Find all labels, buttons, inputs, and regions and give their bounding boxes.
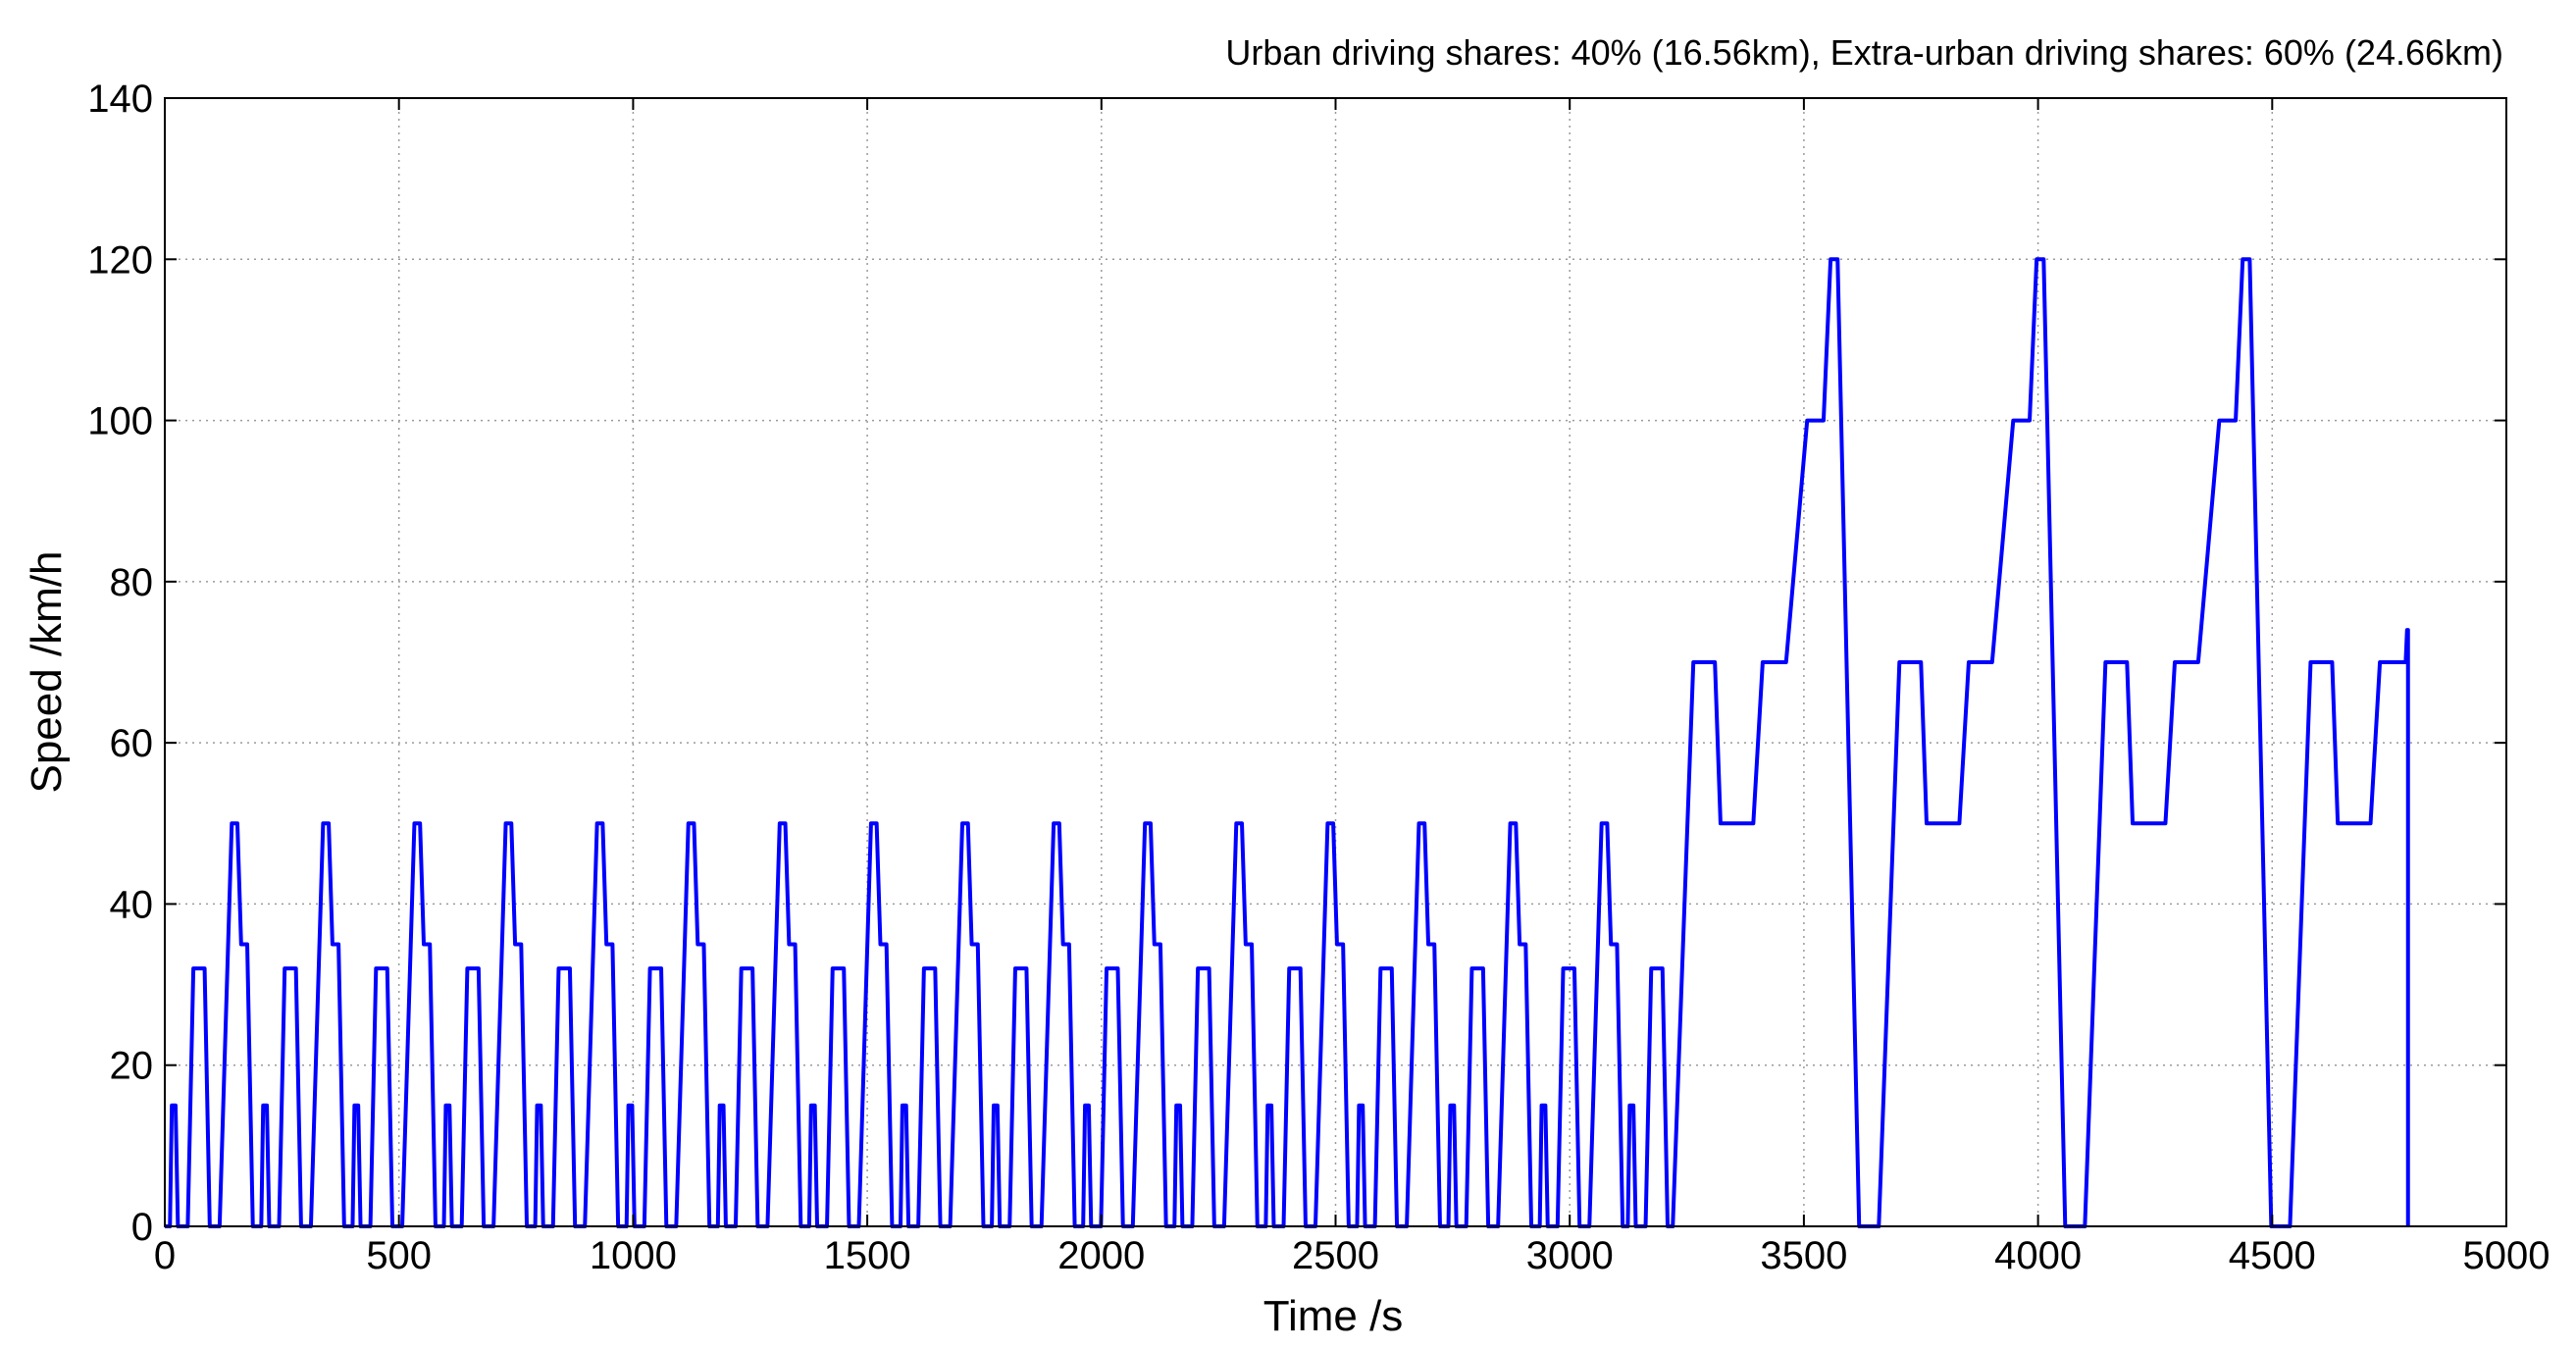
y-tick-label: 20 (110, 1045, 154, 1088)
y-tick-label: 0 (131, 1206, 153, 1249)
y-tick-label: 60 (110, 722, 154, 765)
tick-layer: 0 500 1000 1500 2000 2500 3000 3500 4000 4500 5000… (87, 78, 2550, 1277)
x-tick-label: 5000 (2463, 1234, 2550, 1277)
x-tick-label: 2500 (1292, 1234, 1379, 1277)
x-tick-label: 4500 (2229, 1234, 2316, 1277)
x-tick-label: 3500 (1760, 1234, 1847, 1277)
x-tick-label: 2000 (1057, 1234, 1145, 1277)
grid-lines (165, 98, 2506, 1226)
y-tick-label: 100 (87, 400, 153, 443)
chart-title: Urban driving shares: 40% (16.56km), Ext… (1225, 32, 2503, 73)
y-tick-label: 140 (87, 78, 153, 121)
y-tick-label: 120 (87, 238, 153, 282)
x-tick-label: 1500 (824, 1234, 911, 1277)
x-tick-label: 0 (154, 1234, 176, 1277)
x-tick-label: 1000 (590, 1234, 677, 1277)
x-axis-label: Time /s (1263, 1292, 1404, 1340)
y-tick-label: 40 (110, 883, 154, 926)
x-tick-label: 3000 (1526, 1234, 1614, 1277)
x-tick-label: 500 (366, 1234, 432, 1277)
x-tick-label: 4000 (1994, 1234, 2082, 1277)
y-axis-label: Speed /km/h (23, 550, 71, 793)
y-tick-label: 80 (110, 561, 154, 604)
